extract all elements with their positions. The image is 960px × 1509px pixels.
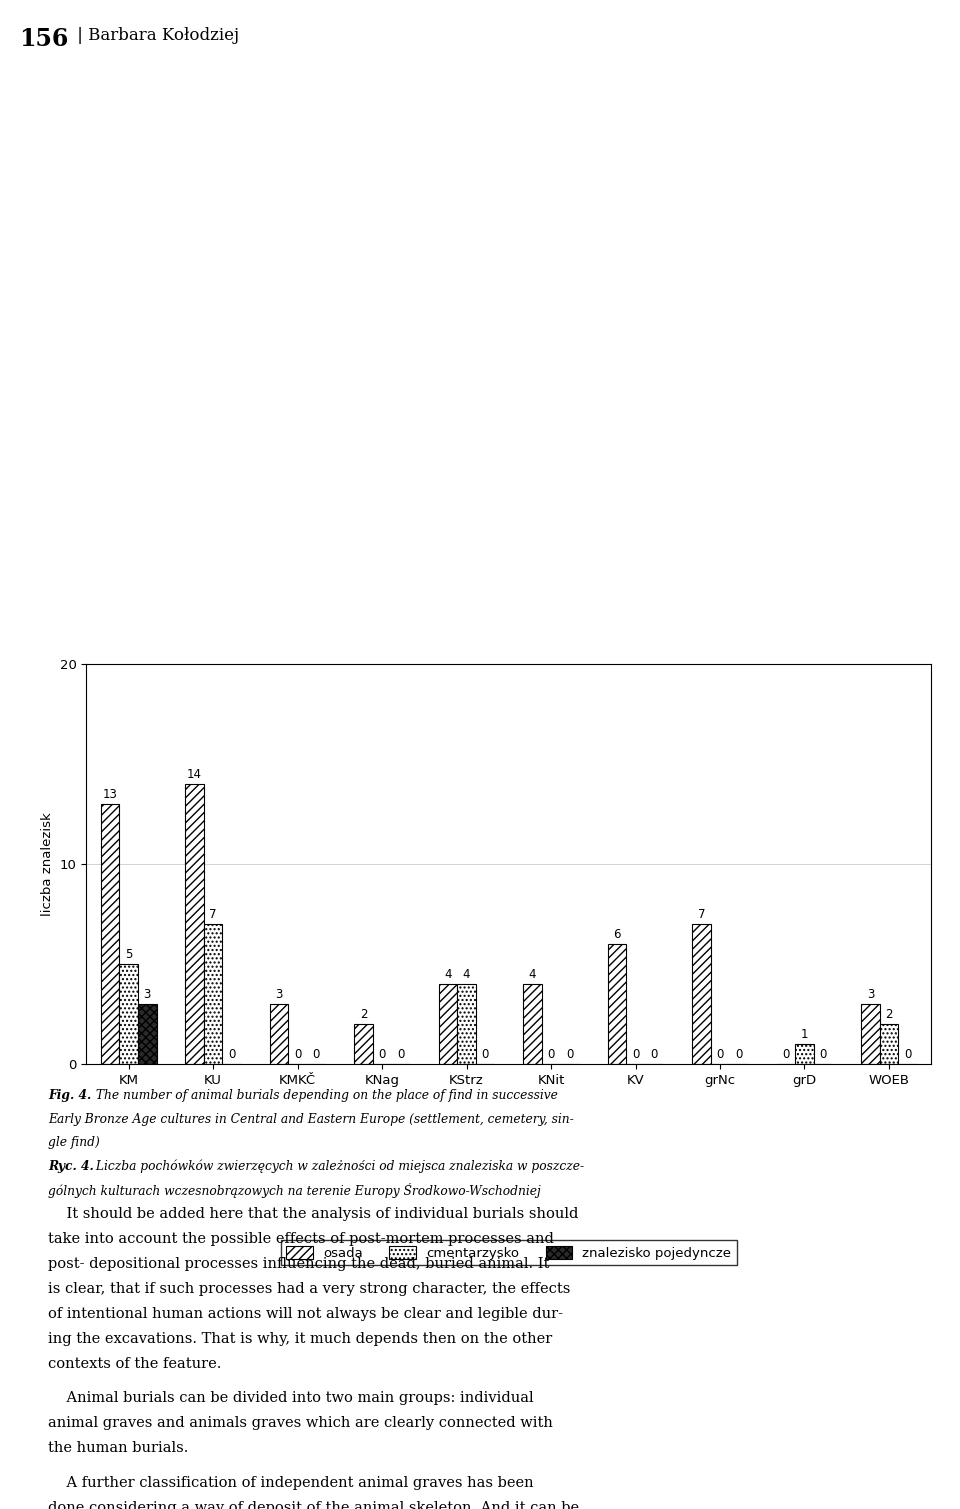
Text: | Barbara Kołodziej: | Barbara Kołodziej bbox=[72, 27, 239, 44]
Text: 14: 14 bbox=[187, 768, 202, 782]
Legend: osada, cmentarzysko, znalezisko pojedyncze: osada, cmentarzysko, znalezisko pojedync… bbox=[281, 1240, 736, 1265]
Bar bbox=[608, 945, 626, 1064]
Text: take into account the possible effects of post-mortem processes and: take into account the possible effects o… bbox=[48, 1231, 554, 1246]
Text: 0: 0 bbox=[547, 1047, 555, 1061]
Text: ing the excavations. That is why, it much depends then on the other: ing the excavations. That is why, it muc… bbox=[48, 1332, 552, 1346]
Text: 0: 0 bbox=[820, 1047, 827, 1061]
Text: A further classification of independent animal graves has been: A further classification of independent … bbox=[48, 1476, 534, 1489]
Text: the human burials.: the human burials. bbox=[48, 1441, 188, 1455]
Text: 0: 0 bbox=[294, 1047, 301, 1061]
Text: is clear, that if such processes had a very strong character, the effects: is clear, that if such processes had a v… bbox=[48, 1283, 570, 1296]
Bar bbox=[861, 1003, 879, 1064]
Text: 0: 0 bbox=[782, 1047, 789, 1061]
Text: Animal burials can be divided into two main groups: individual: Animal burials can be divided into two m… bbox=[48, 1391, 534, 1405]
Text: 2: 2 bbox=[360, 1008, 368, 1022]
Bar bbox=[795, 1044, 814, 1064]
Text: 0: 0 bbox=[632, 1047, 639, 1061]
Text: 0: 0 bbox=[735, 1047, 742, 1061]
Bar bbox=[523, 984, 541, 1064]
Text: 0: 0 bbox=[378, 1047, 386, 1061]
Text: 13: 13 bbox=[103, 788, 117, 801]
Bar bbox=[879, 1023, 899, 1064]
Text: 0: 0 bbox=[228, 1047, 235, 1061]
Text: 6: 6 bbox=[613, 928, 621, 942]
Text: Ryc. 4.: Ryc. 4. bbox=[48, 1159, 94, 1172]
Text: contexts of the feature.: contexts of the feature. bbox=[48, 1357, 222, 1370]
Text: 1: 1 bbox=[801, 1028, 808, 1041]
Text: The number of animal burials depending on the place of find in successive: The number of animal burials depending o… bbox=[92, 1089, 558, 1103]
Text: 4: 4 bbox=[444, 967, 452, 981]
Bar bbox=[457, 984, 476, 1064]
Text: gle find): gle find) bbox=[48, 1136, 100, 1150]
Text: It should be added here that the analysis of individual burials should: It should be added here that the analysi… bbox=[48, 1207, 578, 1221]
Text: Early Bronze Age cultures in Central and Eastern Europe (settlement, cemetery, s: Early Bronze Age cultures in Central and… bbox=[48, 1114, 574, 1126]
Text: 0: 0 bbox=[313, 1047, 320, 1061]
Text: 3: 3 bbox=[276, 988, 282, 1000]
Text: animal graves and animals graves which are clearly connected with: animal graves and animals graves which a… bbox=[48, 1417, 553, 1431]
Bar bbox=[270, 1003, 288, 1064]
Text: 156: 156 bbox=[19, 27, 68, 51]
Text: 0: 0 bbox=[482, 1047, 489, 1061]
Y-axis label: liczba znalezisk: liczba znalezisk bbox=[41, 812, 55, 916]
Text: of intentional human actions will not always be clear and legible dur-: of intentional human actions will not al… bbox=[48, 1307, 563, 1320]
Text: 3: 3 bbox=[867, 988, 874, 1000]
Text: done considering a way of deposit of the animal skeleton. And it can be: done considering a way of deposit of the… bbox=[48, 1501, 579, 1509]
Text: 0: 0 bbox=[651, 1047, 658, 1061]
Text: 5: 5 bbox=[125, 948, 132, 961]
Text: 0: 0 bbox=[904, 1047, 911, 1061]
Text: post- depositional processes influencing the dead, buried animal. It: post- depositional processes influencing… bbox=[48, 1257, 549, 1271]
Text: gólnych kulturach wczesnobrązowych na terenie Europy Środkowo-Wschodniej: gólnych kulturach wczesnobrązowych na te… bbox=[48, 1183, 540, 1198]
Text: 3: 3 bbox=[144, 988, 151, 1000]
Bar bbox=[119, 964, 138, 1064]
Text: 0: 0 bbox=[716, 1047, 724, 1061]
Text: 4: 4 bbox=[463, 967, 470, 981]
Bar bbox=[354, 1023, 372, 1064]
Text: 2: 2 bbox=[885, 1008, 893, 1022]
Bar bbox=[138, 1003, 156, 1064]
Bar bbox=[185, 785, 204, 1064]
Bar bbox=[692, 924, 710, 1064]
Text: 4: 4 bbox=[529, 967, 537, 981]
Text: Fig. 4.: Fig. 4. bbox=[48, 1089, 91, 1103]
Bar bbox=[439, 984, 457, 1064]
Text: 7: 7 bbox=[209, 908, 217, 920]
Text: 0: 0 bbox=[397, 1047, 404, 1061]
Bar bbox=[204, 924, 223, 1064]
Bar bbox=[101, 804, 119, 1064]
Text: 7: 7 bbox=[698, 908, 706, 920]
Text: 0: 0 bbox=[566, 1047, 573, 1061]
Text: Liczba pochówków zwierzęcych w zależności od miejsca znaleziska w poszcze-: Liczba pochówków zwierzęcych w zależnośc… bbox=[92, 1159, 584, 1172]
